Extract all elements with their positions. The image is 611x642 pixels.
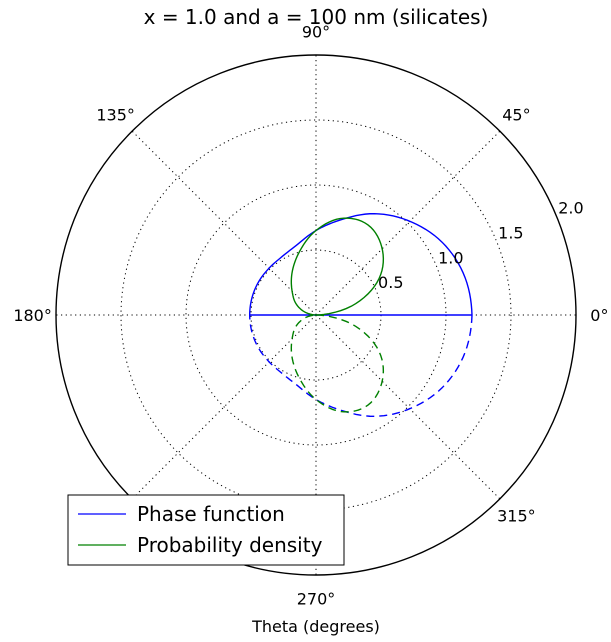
- radial-tick-label: 1.0: [438, 248, 463, 267]
- legend-box: [67, 494, 345, 566]
- chart-title: x = 1.0 and a = 100 nm (silicates): [144, 5, 489, 29]
- angle-tick-label: 90°: [302, 23, 330, 42]
- angular-grid-line: [315, 130, 501, 316]
- angle-tick-label: 45°: [502, 106, 530, 125]
- angle-tick-label: 0°: [590, 306, 608, 325]
- polar-frame: [55, 54, 577, 576]
- series-line-solid: [290, 217, 385, 316]
- radial-tick-label: 2.0: [558, 199, 583, 218]
- radial-tick-label: 1.5: [498, 223, 523, 242]
- angle-tick-label: 135°: [96, 106, 135, 125]
- series-line-dashed: [249, 314, 473, 418]
- angular-grid-line: [315, 314, 501, 500]
- legend-label-probability: Probability density: [137, 533, 323, 557]
- angular-grid-line: [131, 130, 317, 316]
- angle-tick-label: 270°: [297, 589, 336, 608]
- data-layer: [249, 212, 473, 418]
- angle-tick-label: 180°: [13, 306, 52, 325]
- legend-label-phase: Phase function: [137, 502, 285, 526]
- label-layer: 0° 45° 90° 135° 180° 270° 315° 0.5 1.0 1.5 2.0: [13, 23, 608, 609]
- angular-grid-line: [131, 314, 317, 500]
- x-axis-label: Theta (degrees): [251, 617, 380, 636]
- angle-tick-label: 315°: [497, 506, 536, 525]
- radial-tick-label: 0.5: [378, 273, 403, 292]
- series-line-dashed: [290, 314, 385, 413]
- legend: Phase function Probability density: [67, 494, 345, 566]
